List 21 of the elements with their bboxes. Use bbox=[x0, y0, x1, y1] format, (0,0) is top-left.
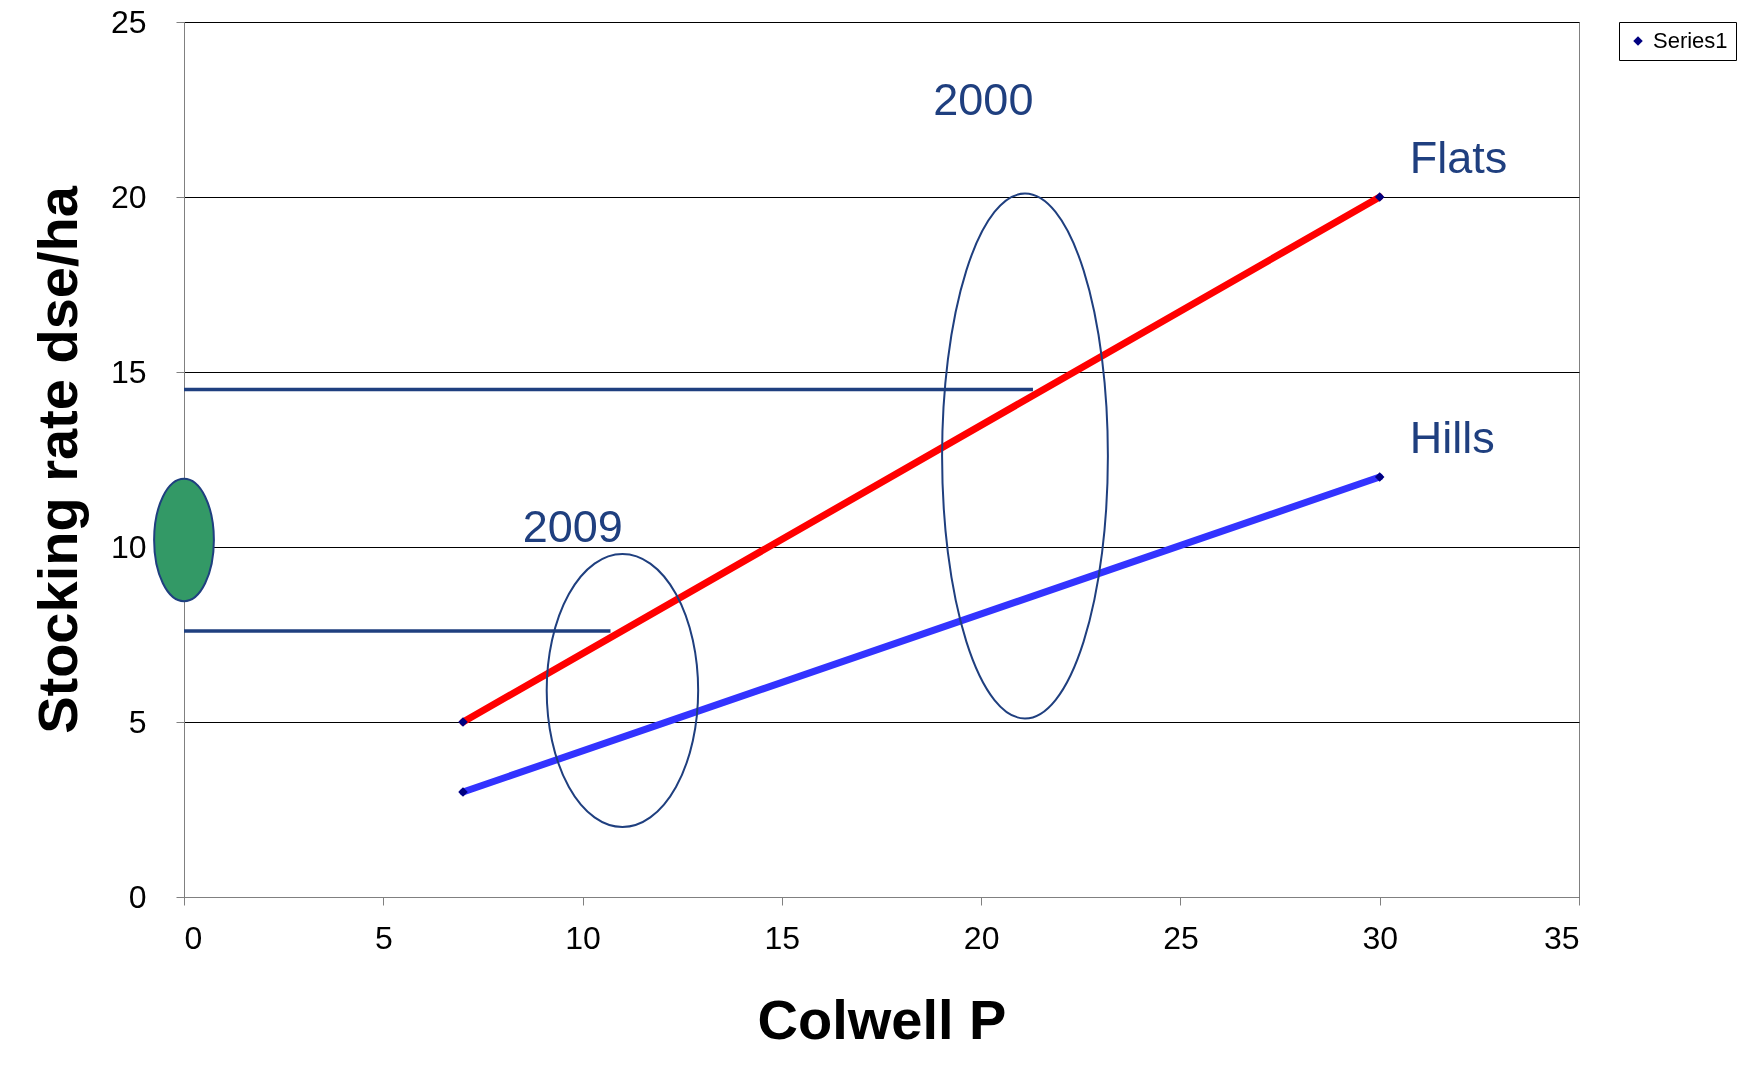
series-label: Flats bbox=[1409, 132, 1508, 183]
y-tick-label: 10 bbox=[110, 528, 147, 565]
y-tick-label: 20 bbox=[110, 178, 147, 215]
y-tick-label: 25 bbox=[110, 3, 147, 40]
legend-label: Series1 bbox=[1653, 28, 1728, 53]
x-tick-label: 20 bbox=[963, 919, 1000, 956]
x-tick-label: 10 bbox=[565, 919, 601, 956]
y-axis-title: Stocking rate dse/ha bbox=[25, 185, 89, 734]
x-tick-label: 5 bbox=[374, 919, 393, 956]
annotation: 2000 bbox=[933, 73, 1034, 125]
x-tick-label: 0 bbox=[184, 919, 203, 956]
x-tick-label: 35 bbox=[1543, 919, 1580, 956]
x-tick-label: 15 bbox=[764, 919, 801, 956]
annotation: 2009 bbox=[522, 500, 623, 552]
y-tick-label: 5 bbox=[128, 703, 147, 740]
y-tick-label: 0 bbox=[128, 878, 147, 915]
x-tick-label: 25 bbox=[1163, 919, 1199, 956]
x-tick-label: 30 bbox=[1362, 919, 1399, 956]
y-tick-label: 15 bbox=[110, 353, 147, 390]
x-axis-title: Colwell P bbox=[757, 987, 1007, 1051]
series-label: Hills bbox=[1409, 412, 1495, 463]
